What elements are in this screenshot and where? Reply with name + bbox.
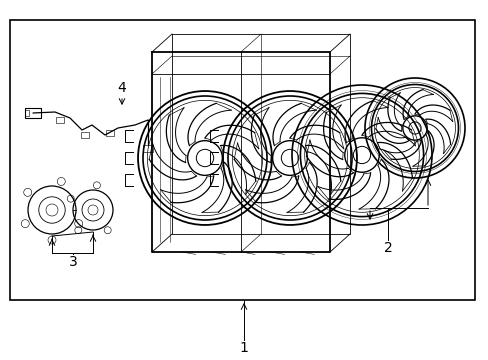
Text: 1: 1	[239, 341, 248, 355]
Bar	[56, 117, 64, 123]
Bar	[142, 145, 153, 152]
Bar	[25, 110, 29, 116]
Text: 4: 4	[118, 81, 126, 95]
Bar	[10, 20, 474, 300]
Bar	[106, 130, 114, 136]
Bar	[25, 108, 41, 118]
Bar	[81, 132, 89, 138]
Text: 2: 2	[383, 241, 391, 255]
Text: 3: 3	[68, 255, 77, 269]
